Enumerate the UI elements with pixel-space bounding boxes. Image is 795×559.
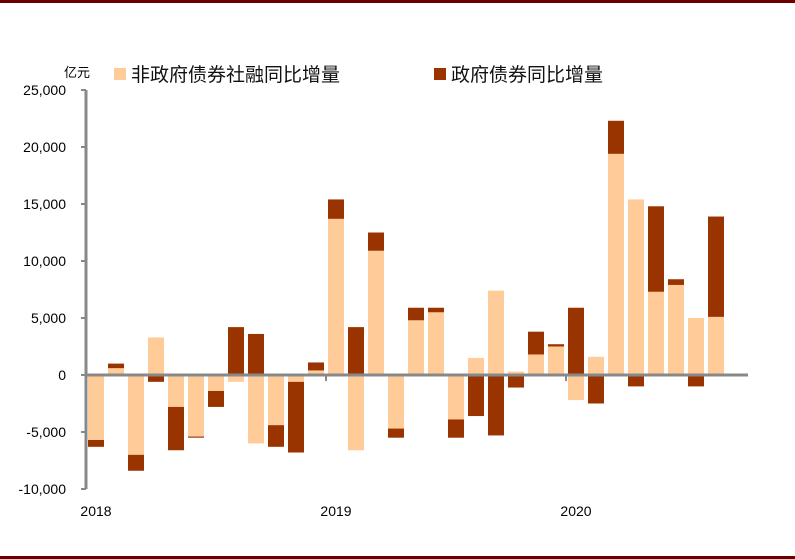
- bar-non-gov: [528, 354, 544, 375]
- bar-gov: [368, 232, 384, 251]
- bar-gov: [568, 307, 584, 375]
- bar-gov: [528, 331, 544, 355]
- bar-non-gov: [428, 312, 444, 375]
- bar-gov: [548, 344, 564, 347]
- bar-gov: [488, 375, 504, 436]
- bar-gov: [628, 375, 644, 387]
- bar-gov: [708, 216, 724, 317]
- bar-gov: [588, 375, 604, 404]
- bar-gov: [468, 375, 484, 417]
- y-axis-unit-label: 亿元: [64, 66, 91, 81]
- bar-non-gov: [348, 375, 364, 451]
- legend-swatch-non-gov: [114, 67, 126, 80]
- bar-non-gov: [288, 375, 304, 382]
- bar-non-gov: [268, 375, 284, 426]
- bar-non-gov: [508, 371, 524, 375]
- x-tick-label: 2020: [560, 503, 591, 519]
- bar-gov: [428, 307, 444, 313]
- bar-non-gov: [108, 368, 124, 375]
- bar-gov: [108, 363, 124, 369]
- bar-gov: [128, 454, 144, 471]
- bar-non-gov: [148, 337, 164, 375]
- bar-gov: [228, 327, 244, 375]
- bottom-rule: [0, 556, 795, 559]
- bar-non-gov: [128, 375, 144, 455]
- bar-gov: [168, 406, 184, 451]
- y-tick-label: 20,000: [23, 139, 66, 155]
- bar-gov: [88, 439, 104, 447]
- legend-swatch-gov: [434, 67, 446, 80]
- bar-gov: [688, 375, 704, 387]
- bar-non-gov: [448, 375, 464, 420]
- y-tick-label: 0: [58, 367, 66, 383]
- bar-gov: [608, 120, 624, 154]
- bar-non-gov: [548, 346, 564, 375]
- bar-non-gov: [468, 357, 484, 375]
- bar-gov: [248, 333, 264, 375]
- bar-non-gov: [628, 199, 644, 375]
- bar-gov: [268, 425, 284, 447]
- legend-item-gov: 政府债券同比增量: [434, 60, 603, 87]
- bar-non-gov: [188, 375, 204, 437]
- legend-item-non-gov: 非政府债券社融同比增量: [114, 60, 340, 87]
- y-tick-label: -10,000: [19, 481, 67, 497]
- y-tick-label: 15,000: [23, 196, 66, 212]
- bar-non-gov: [228, 375, 244, 382]
- y-tick-label: 10,000: [23, 253, 66, 269]
- bar-gov: [288, 381, 304, 453]
- bar-non-gov: [708, 316, 724, 375]
- y-tick-label: 5,000: [31, 310, 66, 326]
- bar-gov: [408, 307, 424, 321]
- x-tick-label: 2018: [80, 503, 111, 519]
- bar-non-gov: [688, 318, 704, 375]
- bar-non-gov: [88, 375, 104, 440]
- bar-gov: [148, 375, 164, 382]
- bar-gov: [348, 327, 364, 375]
- bar-gov: [308, 362, 324, 371]
- bar-non-gov: [668, 284, 684, 375]
- bar-non-gov: [368, 250, 384, 375]
- bar-non-gov: [388, 375, 404, 429]
- bar-non-gov: [168, 375, 184, 407]
- bar-non-gov: [488, 290, 504, 375]
- bar-gov: [668, 279, 684, 285]
- bar-gov: [388, 428, 404, 438]
- legend-label-non-gov: 非政府债券社融同比增量: [131, 64, 341, 86]
- top-rule: [0, 0, 795, 3]
- bar-gov: [448, 419, 464, 438]
- bar-non-gov: [308, 370, 324, 375]
- bar-non-gov: [328, 218, 344, 375]
- x-tick-label: 2019: [320, 503, 351, 519]
- bar-gov: [648, 206, 664, 292]
- bar-non-gov: [648, 291, 664, 375]
- bar-gov: [328, 199, 344, 219]
- bar-gov: [188, 436, 204, 438]
- bar-non-gov: [608, 153, 624, 375]
- bar-non-gov: [248, 375, 264, 444]
- y-tick-label: -5,000: [26, 424, 66, 440]
- bar-gov: [508, 375, 524, 388]
- bar-non-gov: [408, 320, 424, 375]
- bar-non-gov: [588, 356, 604, 375]
- legend-label-gov: 政府债券同比增量: [451, 64, 604, 86]
- bar-gov: [208, 390, 224, 407]
- bar-non-gov: [568, 375, 584, 401]
- y-tick-label: 25,000: [23, 82, 66, 98]
- bar-non-gov: [208, 375, 224, 391]
